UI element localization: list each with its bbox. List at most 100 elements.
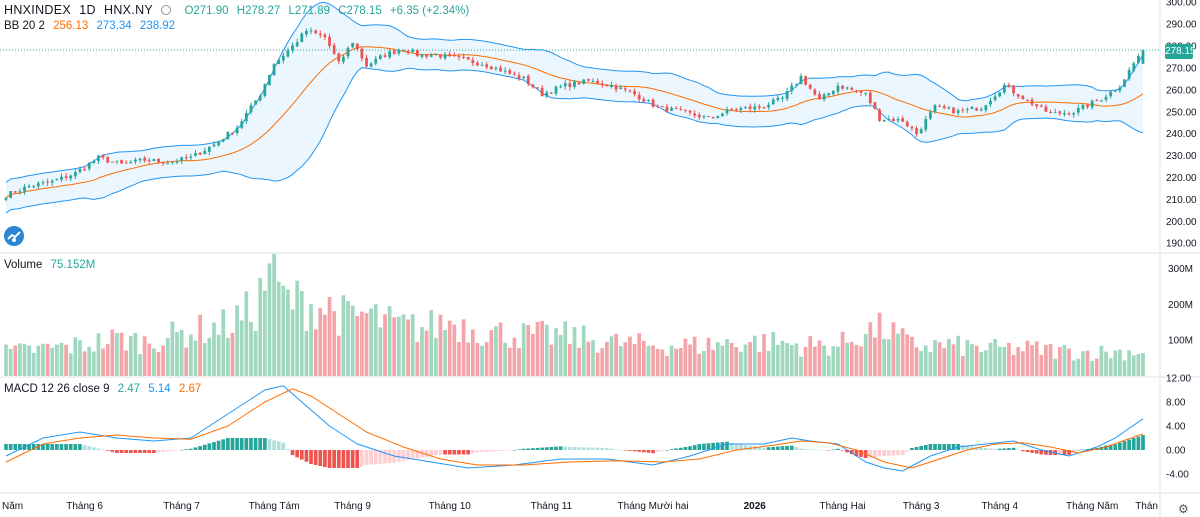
macd-histogram-bar bbox=[1127, 439, 1131, 450]
candle bbox=[318, 30, 322, 38]
macd-histogram-bar bbox=[373, 450, 378, 465]
candle bbox=[291, 42, 294, 54]
macd-histogram-bar bbox=[226, 438, 230, 450]
macd-histogram-bar bbox=[415, 450, 420, 459]
candle-body bbox=[157, 158, 160, 163]
macd-histogram-bar bbox=[272, 440, 276, 450]
candle bbox=[767, 102, 771, 110]
candle-body bbox=[397, 50, 401, 54]
volume-bar bbox=[336, 335, 341, 376]
volume-bar bbox=[729, 342, 734, 376]
candle-body bbox=[244, 113, 248, 122]
bb-lower-line bbox=[5, 67, 1144, 214]
candle-body bbox=[660, 106, 664, 108]
macd-histogram-bar bbox=[383, 450, 387, 464]
macd-histogram-bar bbox=[286, 448, 290, 450]
macd-histogram-bar bbox=[189, 448, 193, 450]
candle bbox=[550, 91, 553, 94]
macd-pane[interactable] bbox=[4, 385, 1145, 472]
candle-body bbox=[859, 90, 863, 93]
macd-histogram-bar bbox=[230, 438, 235, 450]
macd-histogram-bar bbox=[1113, 444, 1118, 450]
bb-legend[interactable]: BB 20 2 256.13 273.34 238.92 bbox=[4, 19, 180, 33]
candle-body bbox=[134, 159, 137, 162]
candle-body bbox=[503, 70, 507, 72]
volume-bar bbox=[651, 345, 655, 376]
candle bbox=[1049, 109, 1052, 114]
candle bbox=[660, 105, 664, 108]
macd-histogram-bar bbox=[568, 447, 572, 450]
macd-histogram-bar bbox=[933, 444, 937, 450]
settings-gear-icon[interactable]: ⚙ bbox=[1178, 502, 1189, 516]
candle-body bbox=[924, 119, 928, 130]
macd-histogram-bar bbox=[1062, 450, 1067, 455]
macd-histogram-bar bbox=[785, 445, 789, 450]
volume-bar bbox=[1048, 344, 1053, 376]
macd-histogram-bar bbox=[443, 450, 447, 455]
candle bbox=[536, 87, 539, 91]
interval-label[interactable]: 1D bbox=[79, 3, 96, 17]
volume-bar bbox=[641, 340, 646, 376]
macd-histogram-bar bbox=[207, 443, 212, 450]
candle-body bbox=[873, 102, 877, 109]
candle bbox=[240, 118, 244, 130]
volume-bar bbox=[526, 325, 531, 376]
candle-body bbox=[554, 86, 558, 94]
macd-histogram-bar bbox=[253, 438, 258, 450]
macd-histogram-bar bbox=[1081, 449, 1085, 450]
candle-body bbox=[1086, 104, 1089, 108]
candle bbox=[64, 172, 68, 181]
symbol-name[interactable]: HNXINDEX bbox=[4, 3, 71, 17]
candle-body bbox=[591, 81, 595, 83]
volume-bar bbox=[595, 352, 600, 376]
volume-bar bbox=[475, 343, 480, 376]
macd-histogram-bar bbox=[997, 448, 1002, 450]
bb-fill bbox=[6, 2, 1143, 213]
candle-body bbox=[739, 108, 743, 111]
macd-histogram-bar bbox=[216, 440, 221, 450]
macd-histogram-bar bbox=[669, 449, 674, 450]
macd-histogram-bar bbox=[951, 444, 956, 450]
candle-body bbox=[901, 118, 905, 122]
price-tick-label: 220.00 bbox=[1166, 173, 1197, 184]
candle bbox=[314, 29, 318, 35]
macd-histogram-bar bbox=[36, 444, 41, 450]
candle bbox=[295, 38, 299, 47]
macd-line bbox=[5, 385, 1144, 472]
candle bbox=[841, 85, 844, 91]
high-value: H278.27 bbox=[236, 5, 281, 17]
candle bbox=[41, 180, 45, 186]
volume-bar bbox=[346, 301, 350, 376]
candle-body bbox=[850, 87, 854, 90]
candle bbox=[1100, 99, 1103, 102]
bb-upper-value: 273.34 bbox=[96, 20, 132, 32]
volume-bar bbox=[780, 340, 785, 376]
candle-body bbox=[785, 91, 789, 99]
price-pane[interactable] bbox=[0, 1, 1160, 214]
candle bbox=[684, 109, 687, 113]
volume-bar bbox=[484, 342, 489, 376]
volume-bar bbox=[984, 350, 988, 376]
macd-legend[interactable]: MACD 12 26 close 9 2.47 5.14 2.67 bbox=[4, 382, 206, 396]
tradingview-logo-icon[interactable] bbox=[4, 226, 24, 246]
macd-histogram-bar bbox=[882, 450, 887, 456]
volume-bar bbox=[910, 336, 914, 376]
candle-body bbox=[1035, 104, 1039, 107]
volume-legend[interactable]: Volume 75.152M bbox=[4, 258, 100, 272]
volume-bar bbox=[1053, 358, 1058, 376]
candle-body bbox=[818, 93, 821, 100]
volume-bar bbox=[521, 323, 526, 376]
candle-body bbox=[1039, 105, 1043, 107]
candle bbox=[203, 147, 207, 155]
volume-bar bbox=[369, 308, 373, 376]
candle-body bbox=[480, 64, 484, 66]
candle bbox=[637, 91, 641, 103]
candle bbox=[1067, 111, 1071, 116]
low-value: L271.89 bbox=[288, 5, 331, 17]
volume-bar bbox=[235, 305, 239, 376]
volume-bar bbox=[831, 346, 836, 376]
volume-pane[interactable] bbox=[4, 253, 1145, 376]
candle-body bbox=[1113, 90, 1117, 92]
candle bbox=[818, 91, 821, 100]
